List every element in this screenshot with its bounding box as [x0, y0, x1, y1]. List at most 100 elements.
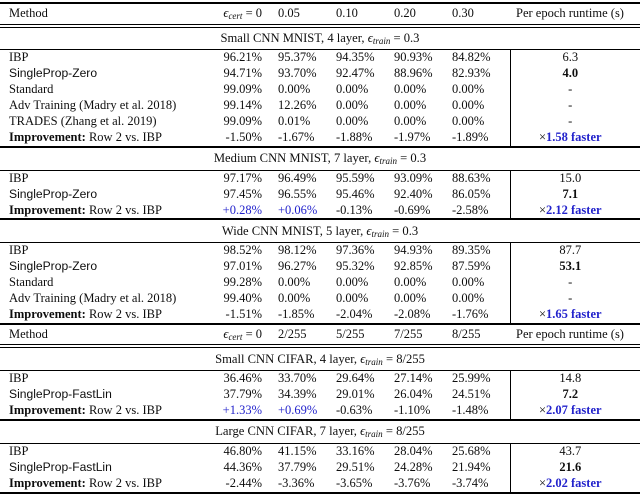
math-tail-text: = 0: [242, 6, 262, 20]
accuracy-value: 0.00%: [336, 114, 369, 128]
accuracy-value: 86.05%: [452, 186, 491, 201]
accuracy-value: 0.00%: [394, 114, 427, 128]
section-title-text: Wide CNN MNIST, 5 layer,: [221, 223, 367, 238]
accuracy-cell: 95.32%: [320, 259, 378, 275]
epsilon-column-header: 8/255: [436, 323, 510, 349]
accuracy-value: 97.01%: [223, 259, 262, 274]
epsilon-subscript: cert: [228, 11, 243, 21]
improvement-row: Improvement: Row 2 vs. IBP -1.50% -1.67% -1…: [0, 129, 640, 148]
accuracy-cell: 0.00%: [320, 82, 378, 98]
accuracy-cell: 92.47%: [320, 66, 378, 82]
runtime-column-header: Per epoch runtime (s): [510, 2, 640, 28]
accuracy-cell: 29.51%: [320, 460, 378, 476]
accuracy-value: 99.14%: [223, 98, 262, 113]
accuracy-value: 5/255: [336, 326, 365, 341]
accuracy-value: 0.00%: [452, 291, 485, 305]
runtime-column-header: Per epoch runtime (s): [510, 323, 640, 349]
improvement-label: Improvement:: [9, 306, 86, 321]
accuracy-cell: 41.15%: [262, 443, 320, 459]
accuracy-value: -1.97%: [394, 129, 431, 144]
method-cell: SingleProp-Zero: [9, 66, 98, 81]
accuracy-cell: 88.96%: [378, 66, 436, 82]
data-row: SingleProp-FastLin 44.36% 37.79% 29.51% 24.2…: [0, 459, 640, 476]
accuracy-value: 0.00%: [394, 98, 427, 113]
accuracy-cell: 46.80%: [204, 443, 262, 459]
accuracy-value: -0.63%: [336, 403, 373, 417]
accuracy-cell: -1.67%: [262, 129, 320, 148]
data-row: SingleProp-Zero 94.71% 93.70% 92.47% 88.96% 8…: [0, 66, 640, 83]
accuracy-cell: 86.05%: [436, 187, 510, 203]
data-row: IBP 96.21% 95.37% 94.35% 90.93% 84.82% 6.3: [0, 49, 640, 67]
accuracy-cell: 96.21%: [204, 50, 262, 66]
accuracy-cell: 28.04%: [378, 443, 436, 459]
accuracy-cell: 37.79%: [262, 460, 320, 476]
accuracy-value: 90.93%: [394, 50, 433, 65]
accuracy-cell: 99.28%: [204, 275, 262, 291]
data-row: TRADES (Zhang et al. 2019) 99.09% 0.01% 0.0…: [0, 114, 640, 130]
method-cell: Improvement: Row 2 vs. IBP: [0, 129, 204, 148]
accuracy-cell: 97.17%: [204, 170, 262, 186]
epsilon-subscript: cert: [228, 331, 243, 342]
accuracy-value: 93.70%: [278, 66, 317, 81]
accuracy-cell: -0.69%: [378, 202, 436, 221]
accuracy-cell: 34.39%: [262, 387, 320, 403]
header-row: Method ϵcert = 0 2/255 5/255 7/255 8/255 Per e…: [0, 323, 640, 349]
accuracy-value: 89.35%: [452, 243, 491, 258]
math-tail-text: = 8/255: [382, 351, 425, 366]
accuracy-value: 0.00%: [452, 114, 485, 128]
math-tail-text: = 8/255: [382, 424, 425, 439]
accuracy-value: 34.39%: [278, 387, 317, 402]
accuracy-value: 0.00%: [278, 82, 311, 97]
accuracy-value: 29.64%: [336, 371, 375, 386]
accuracy-cell: 93.09%: [378, 170, 436, 186]
accuracy-value: 0.20: [394, 6, 416, 20]
accuracy-value: 37.79%: [278, 459, 317, 474]
accuracy-cell: 0.01%: [262, 114, 320, 130]
accuracy-value: -1.51%: [225, 306, 262, 321]
runtime-cell: 7.1: [509, 186, 640, 203]
accuracy-cell: 88.63%: [436, 170, 510, 186]
accuracy-value: 0.10: [336, 6, 358, 20]
accuracy-value: 97.17%: [223, 170, 262, 185]
section-row: Large CNN CIFAR, 7 layer, ϵtrain = 8/255: [0, 419, 640, 444]
accuracy-cell: 37.79%: [204, 387, 262, 403]
accuracy-value: -3.36%: [278, 475, 315, 490]
runtime-cell: -: [509, 114, 640, 130]
accuracy-value: 29.01%: [336, 387, 375, 402]
epsilon-column-header: 2/255: [262, 323, 320, 349]
improvement-row: Improvement: Row 2 vs. IBP +0.28% +0.06% -0…: [0, 202, 640, 221]
data-row: SingleProp-FastLin 37.79% 34.39% 29.01% 26.0…: [0, 387, 640, 403]
accuracy-cell: 0.00%: [378, 275, 436, 291]
epsilon-column-header: ϵcert = 0: [204, 2, 262, 28]
accuracy-value: 96.55%: [278, 186, 317, 201]
accuracy-cell: 96.27%: [262, 259, 320, 275]
accuracy-value: 99.40%: [223, 291, 262, 305]
accuracy-cell: 99.09%: [204, 82, 262, 98]
accuracy-value: 96.21%: [223, 50, 262, 65]
method-column-header: Method: [0, 2, 204, 28]
math-tail-text: = 0: [242, 326, 262, 341]
accuracy-value: 92.40%: [394, 186, 433, 201]
accuracy-cell: -3.65%: [320, 475, 378, 494]
epsilon-column-header: 5/255: [320, 323, 378, 349]
accuracy-value: -1.89%: [452, 129, 489, 144]
section-title-text: Small CNN MNIST, 4 layer,: [220, 30, 368, 45]
accuracy-value: 0.00%: [394, 291, 427, 305]
accuracy-value: -1.76%: [452, 306, 489, 321]
runtime-cell: -: [509, 82, 640, 99]
accuracy-value: 0.00%: [336, 82, 369, 97]
accuracy-value: 33.70%: [278, 371, 317, 386]
method-cell: IBP: [9, 170, 29, 185]
accuracy-value: 87.59%: [452, 259, 491, 274]
method-column-header: Method: [0, 323, 204, 349]
epsilon-symbol: ϵ: [223, 326, 229, 341]
accuracy-value: 82.93%: [452, 66, 491, 81]
accuracy-value: 88.96%: [394, 66, 433, 81]
method-cell: Improvement: Row 2 vs. IBP: [0, 202, 204, 221]
accuracy-value: 99.09%: [223, 82, 262, 97]
accuracy-value: -1.48%: [452, 403, 489, 417]
accuracy-cell: 0.00%: [320, 275, 378, 291]
improvement-label-rest: Row 2 vs. IBP: [85, 129, 162, 144]
times-symbol: ×: [538, 306, 546, 321]
